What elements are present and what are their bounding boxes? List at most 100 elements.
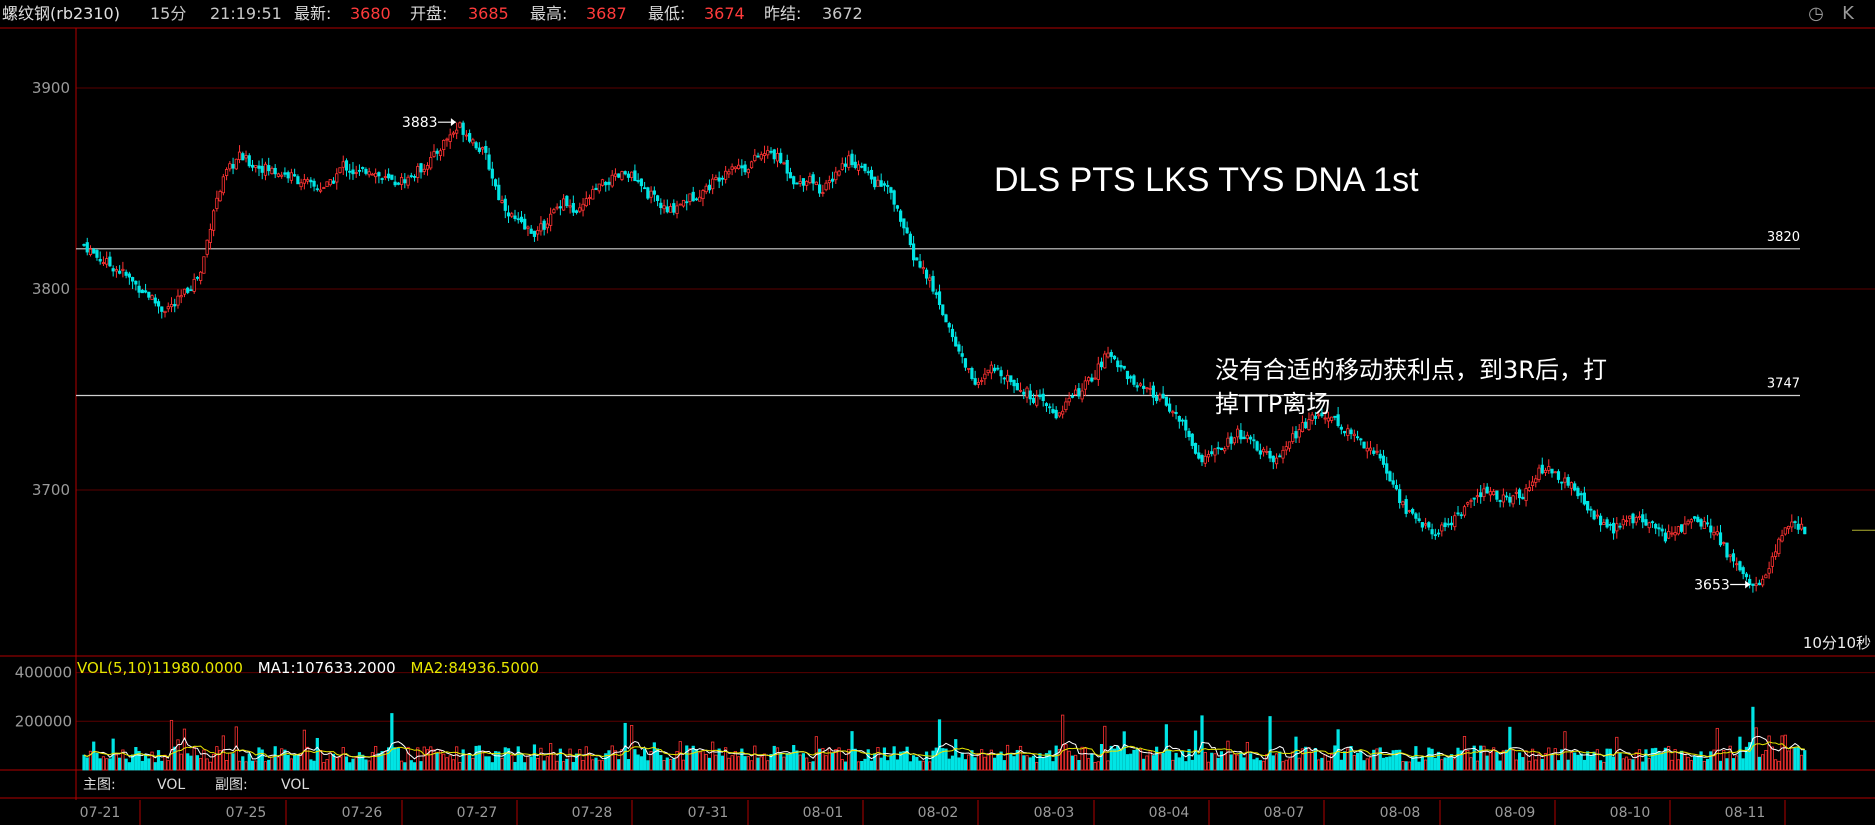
candle-body bbox=[377, 172, 381, 177]
volume-bar bbox=[82, 754, 86, 771]
candle-body bbox=[364, 168, 368, 174]
volume-bar bbox=[1365, 758, 1369, 771]
candle-body bbox=[584, 198, 588, 207]
candle-body bbox=[947, 323, 951, 328]
volume-bar bbox=[675, 751, 679, 771]
volume-bar bbox=[1485, 755, 1489, 771]
volume-bar bbox=[1611, 756, 1616, 771]
candle-body bbox=[1002, 377, 1006, 380]
volume-bar bbox=[753, 745, 757, 771]
candle-body bbox=[983, 373, 987, 380]
volume-bar bbox=[396, 747, 400, 771]
candle-body bbox=[247, 155, 251, 167]
candle-body bbox=[296, 176, 300, 185]
volume-bar bbox=[490, 762, 494, 771]
candle-body bbox=[1803, 526, 1807, 535]
volume-bar bbox=[983, 756, 987, 771]
candle-body bbox=[746, 169, 750, 174]
volume-bar bbox=[202, 749, 206, 771]
volume-bar bbox=[1621, 758, 1625, 771]
candle-body bbox=[526, 226, 530, 229]
back-icon[interactable]: K bbox=[1842, 3, 1854, 24]
tab-sub-chart-vol[interactable]: VOL bbox=[281, 777, 310, 793]
volume-bar bbox=[1764, 749, 1768, 771]
candle-body bbox=[681, 199, 686, 207]
volume-bar bbox=[361, 754, 365, 771]
volume-bar bbox=[545, 756, 550, 771]
tab-main-chart-vol[interactable]: VOL bbox=[157, 777, 186, 793]
volume-bar bbox=[879, 757, 883, 771]
volume-bar bbox=[1505, 749, 1509, 771]
candle-body bbox=[1148, 388, 1152, 390]
volume-bar bbox=[1333, 745, 1337, 771]
candle-body bbox=[510, 213, 514, 217]
tab-sub-chart-label[interactable]: 副图: bbox=[215, 777, 248, 793]
clock-icon[interactable]: ◷ bbox=[1808, 3, 1824, 24]
volume-bar bbox=[924, 751, 929, 771]
volume-bar bbox=[114, 754, 119, 771]
candle-body bbox=[1650, 521, 1655, 524]
volume-bar bbox=[1135, 748, 1139, 771]
candle-body bbox=[1083, 380, 1087, 390]
volume-bar bbox=[1142, 758, 1146, 771]
candle-body bbox=[655, 195, 660, 201]
candle-body bbox=[600, 179, 605, 186]
candle-body bbox=[1705, 522, 1710, 525]
volume-bar bbox=[176, 739, 180, 771]
candle-body bbox=[1080, 390, 1084, 400]
candle-body bbox=[1712, 531, 1716, 536]
period-label[interactable]: 15分 bbox=[150, 4, 187, 23]
volume-bar bbox=[1608, 748, 1612, 771]
volume-bar bbox=[296, 754, 300, 771]
candle-body bbox=[244, 155, 248, 159]
candle-body bbox=[318, 189, 323, 192]
candle-body bbox=[1359, 438, 1363, 441]
volume-bar bbox=[1799, 754, 1804, 771]
volume-bar bbox=[1002, 760, 1006, 771]
volume-bar bbox=[597, 759, 601, 771]
volume-bar bbox=[1433, 757, 1437, 771]
candle-body bbox=[1015, 383, 1019, 391]
candle-body bbox=[1336, 414, 1340, 426]
high-marker-label: 3883 bbox=[402, 115, 438, 131]
volume-bar bbox=[435, 752, 439, 771]
candle-body bbox=[1624, 520, 1629, 523]
candle-body bbox=[1109, 352, 1113, 357]
candle-body bbox=[1676, 526, 1680, 535]
candle-body bbox=[1271, 455, 1275, 463]
volume-bar bbox=[480, 750, 485, 771]
candle-body bbox=[1602, 522, 1606, 525]
candle-body bbox=[416, 166, 420, 178]
candle-body bbox=[1757, 582, 1761, 586]
volume-bar bbox=[1339, 759, 1343, 771]
volume-bar bbox=[328, 752, 332, 771]
candle-body bbox=[516, 218, 520, 221]
candle-body bbox=[325, 181, 329, 188]
candle-body bbox=[1022, 391, 1026, 395]
candle-body bbox=[1180, 419, 1185, 422]
volume-bar bbox=[665, 757, 669, 771]
candle-body bbox=[1517, 489, 1522, 499]
volume-bar bbox=[1560, 749, 1564, 771]
candle-body bbox=[1096, 363, 1100, 380]
candle-body bbox=[387, 173, 391, 179]
volume-bar bbox=[1300, 748, 1305, 771]
candle-body bbox=[571, 203, 575, 213]
candle-body bbox=[879, 180, 883, 187]
volume-bar bbox=[153, 762, 157, 771]
volume-bar bbox=[1566, 759, 1570, 771]
volume-bar bbox=[1660, 753, 1664, 771]
candle-body bbox=[257, 165, 261, 169]
symbol-name[interactable]: 螺纹钢(rb2310) bbox=[2, 4, 120, 23]
candle-body bbox=[805, 180, 809, 186]
tab-main-chart-label[interactable]: 主图: bbox=[83, 777, 116, 793]
volume-bar bbox=[1223, 754, 1227, 771]
volume-bar bbox=[1025, 755, 1029, 771]
volume-bar bbox=[1456, 747, 1460, 771]
volume-bar bbox=[1773, 759, 1778, 771]
candle-body bbox=[506, 212, 511, 217]
volume-bar bbox=[1440, 759, 1444, 771]
candle-body bbox=[694, 198, 699, 201]
candle-body bbox=[889, 187, 893, 193]
